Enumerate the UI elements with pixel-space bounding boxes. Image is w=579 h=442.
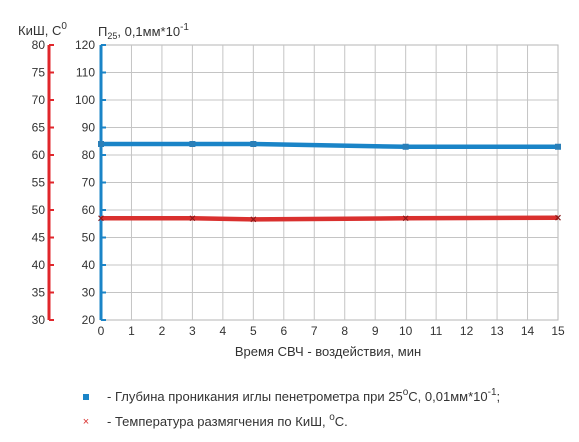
series <box>98 141 561 223</box>
x-tick-label: 4 <box>220 324 227 338</box>
x-tick-label: 13 <box>490 324 504 338</box>
data-point-softening <box>555 214 561 221</box>
legend-x-marker: × <box>83 416 89 428</box>
x-tick-label: 6 <box>280 324 287 338</box>
y-right-tick-label: 110 <box>76 66 95 80</box>
y-left-tick-label: 65 <box>32 121 46 135</box>
data-point-softening <box>189 215 196 222</box>
x-axis-title: Время СВЧ - воздействия, мин <box>235 344 421 359</box>
marker-stroke <box>250 216 257 223</box>
x-tick-label: 15 <box>551 324 565 338</box>
y-left-tick-label: 40 <box>32 258 46 272</box>
y-right-tick-label: 60 <box>82 203 96 217</box>
marker-stroke <box>189 215 196 222</box>
grid <box>100 44 559 321</box>
legend: - Глубина проникания иглы пенетрометра п… <box>83 387 500 429</box>
y-right-tick-label: 80 <box>82 148 96 162</box>
data-point-softening <box>250 216 257 223</box>
data-point-penetration <box>555 143 561 150</box>
axes: 0 1 2 3 4 5 6 7 8 9 10 11 12 13 14 15303540455055606570… <box>32 38 565 338</box>
series-line-softening <box>101 215 559 222</box>
x-tick-label: 0 <box>98 324 105 338</box>
y-left-tick-label: 50 <box>32 203 46 217</box>
y-left-tick-label: 75 <box>32 66 46 80</box>
data-point-penetration <box>402 143 409 150</box>
marker-stroke <box>555 214 561 221</box>
marker-stroke <box>98 215 104 222</box>
y-left-tick-label: 35 <box>32 286 46 300</box>
y-right-tick-label: 100 <box>75 93 95 107</box>
y-right-tick-label: 50 <box>82 231 96 245</box>
data-point-penetration <box>98 141 104 147</box>
y-right-tick-label: 40 <box>82 258 96 272</box>
y-right-title: П25, 0,1мм*10-1 <box>98 22 189 41</box>
data-point-softening <box>402 215 409 222</box>
x-tick-label: 12 <box>460 324 474 338</box>
x-tick-label: 3 <box>189 324 196 338</box>
y-left-tick-label: 80 <box>32 38 46 52</box>
x-tick-label: 5 <box>250 324 257 338</box>
data-point-penetration <box>189 141 196 147</box>
y-left-tick-label: 55 <box>32 176 46 190</box>
legend-item-penetration: - Глубина проникания иглы пенетрометра п… <box>107 387 500 404</box>
legend-item-softening: - Температура размягчения по КиШ, оС. <box>107 412 348 429</box>
y-left-title: КиШ, С0 <box>18 21 67 38</box>
x-tick-label: 8 <box>341 324 348 338</box>
y-right-tick-label: 20 <box>82 313 96 327</box>
x-tick-label: 10 <box>399 324 413 338</box>
series-line-penetration <box>101 141 558 150</box>
y-left-tick-label: 45 <box>32 231 46 245</box>
x-tick-label: 1 <box>128 324 135 338</box>
y-right-tick-label: 70 <box>82 176 96 190</box>
marker-stroke <box>402 215 409 222</box>
data-point-softening <box>98 215 104 222</box>
x-tick-label: 9 <box>372 324 379 338</box>
x-tick-label: 11 <box>430 324 443 338</box>
data-point-penetration <box>250 141 257 147</box>
x-tick-label: 7 <box>311 324 318 338</box>
x-tick-label: 2 <box>159 324 166 338</box>
y-right-tick-label: 30 <box>82 286 96 300</box>
legend-square-marker <box>83 394 89 400</box>
x-tick-label: 14 <box>521 324 535 338</box>
y-right-tick-label: 120 <box>75 38 95 52</box>
y-left-tick-label: 60 <box>32 148 46 162</box>
y-left-tick-label: 70 <box>32 93 46 107</box>
y-right-tick-label: 90 <box>82 121 96 135</box>
y-left-tick-label: 30 <box>32 313 46 327</box>
